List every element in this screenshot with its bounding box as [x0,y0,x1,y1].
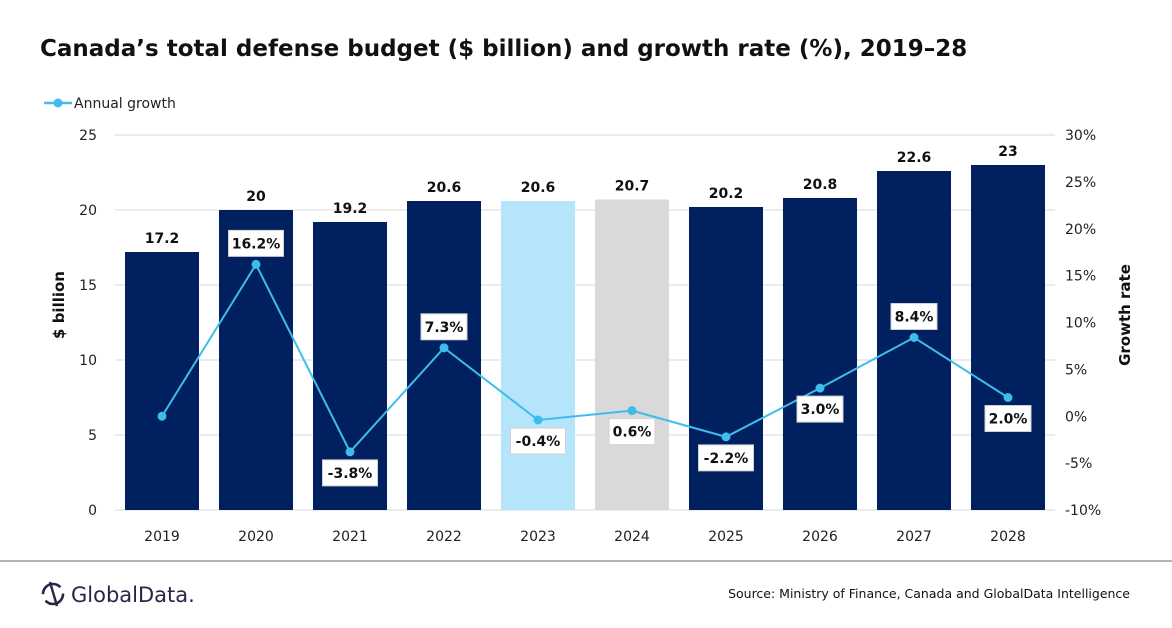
bar-value-label: 20 [246,189,266,205]
y-tick-label: 15 [79,278,97,294]
chart-title: Canada’s total defense budget ($ billion… [40,36,967,62]
bar-value-label: 23 [998,144,1017,160]
y-right-tick-label: 0% [1065,409,1087,425]
legend: Annual growth [44,96,176,112]
growth-value-label: -0.4% [516,434,561,450]
logo-mark-icon [41,582,65,606]
growth-point-2024 [627,406,637,416]
bar-value-label: 20.8 [803,177,838,193]
bar-value-label: 20.6 [427,180,462,196]
bar-value-label: 22.6 [897,150,932,166]
growth-point-2021 [345,447,355,457]
x-tick-label: 2024 [614,529,650,545]
bar-2024 [595,199,669,510]
growth-value-label: -3.8% [328,466,373,482]
growth-point-2023 [533,415,543,425]
growth-label-box [510,427,566,455]
growth-value-label: 2.0% [989,412,1028,428]
growth-label-box [796,395,844,423]
growth-value-label: -2.2% [704,451,749,467]
bar-value-label: 17.2 [145,231,180,247]
growth-label-box [322,459,378,487]
bar-2019 [125,252,199,510]
bar-value-label: 20.2 [709,186,744,202]
growth-point-2022 [439,343,449,353]
x-tick-label: 2025 [708,529,744,545]
y-tick-label: 25 [79,128,97,144]
growth-label-box [608,418,656,446]
bar-2028 [971,165,1045,510]
y-right-tick-label: 10% [1065,316,1096,332]
growth-line: 16.2% -3.8% 7.3% -0.4% 0.6% -2.2% 3.0% 8.4% 2.0% [157,229,1032,487]
growth-point-2026 [815,383,825,393]
y-right-tick-label: -5% [1065,456,1092,472]
y-tick-label: 20 [79,203,97,219]
legend-marker [53,98,63,108]
x-tick-label: 2019 [144,529,180,545]
growth-value-label: 8.4% [895,310,934,326]
y-tick-label: 5 [88,428,97,444]
growth-point-2027 [909,333,919,342]
bar-2026 [783,198,857,510]
y-right-tick-label: 15% [1065,269,1096,285]
y-right-tick-label: 5% [1065,362,1087,378]
growth-value-label: 3.0% [801,402,840,418]
legend-label: Annual growth [74,96,176,112]
bar-2022 [407,201,481,510]
growth-label-box [228,229,284,257]
growth-point-2025 [721,432,731,442]
x-tick-label: 2023 [520,529,556,545]
bar-value-label: 20.7 [615,179,650,195]
x-tick-label: 2027 [896,529,932,545]
y-right-tick-label: 30% [1065,128,1096,144]
growth-point-2020 [251,259,261,269]
x-tick-label: 2020 [238,529,274,545]
source-note: Source: Ministry of Finance, Canada and … [728,586,1130,601]
growth-label-box [420,313,468,341]
growth-label-box [890,303,938,330]
y-right-tick-label: -10% [1065,503,1101,519]
x-tick-label: 2022 [426,529,462,545]
y-tick-label: 10 [79,353,97,369]
x-tick-label: 2026 [802,529,838,545]
growth-point-2019 [157,411,167,421]
growth-label-box [984,405,1032,432]
y-tick-label: 0 [88,503,97,519]
growth-value-label: 7.3% [425,320,464,336]
bar-value-label: 19.2 [333,201,368,217]
growth-label-box [698,444,754,472]
y-right-tick-label: 25% [1065,175,1096,191]
growth-value-label: 16.2% [232,236,281,252]
bar-2023 [501,201,575,510]
growth-line-path [161,262,1009,454]
growth-point-2028 [1003,393,1013,402]
x-tick-label: 2021 [332,529,368,545]
y-axis-right-label: Growth rate [1116,264,1134,366]
logo-text: GlobalData. [71,583,195,607]
bar-value-label: 20.6 [521,180,556,196]
x-tick-label: 2028 [990,529,1026,545]
growth-value-label: 0.6% [613,425,652,441]
globaldata-logo: GlobalData. [41,581,195,607]
y-right-tick-label: 20% [1065,222,1096,238]
y-axis-label: $ billion [50,271,68,339]
